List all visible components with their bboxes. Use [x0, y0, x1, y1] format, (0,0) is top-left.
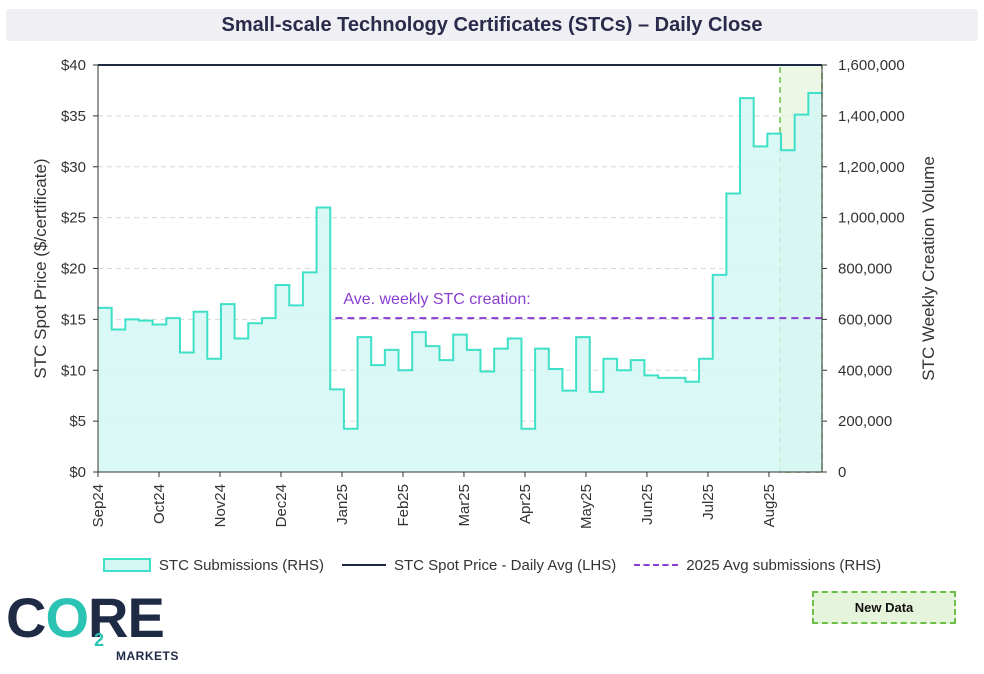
submissions-area — [98, 92, 822, 472]
x-tick-label: Oct24 — [151, 484, 168, 524]
legend-label-avg: 2025 Avg submissions (RHS) — [686, 556, 882, 574]
y2-tick-label: 1,200,000 — [838, 159, 905, 176]
submissions-line — [98, 91, 822, 430]
chart-title-bar: Small-scale Technology Certificates (STC… — [6, 9, 978, 41]
y-axis-title: STC Spot Price ($/certificate) — [31, 158, 50, 378]
y2-tick-label: 800,000 — [838, 261, 892, 278]
logo-markets: MARKETS — [116, 649, 179, 663]
x-tick-label: Aug25 — [761, 484, 778, 527]
logo-subscript: 2 — [94, 630, 105, 650]
x-tick-label: Jul25 — [700, 484, 717, 520]
y2-axis-title: STC Weekly Creation Volume — [919, 156, 938, 381]
legend-item-submissions: STC Submissions (RHS) — [102, 556, 324, 574]
legend-label-spot: STC Spot Price - Daily Avg (LHS) — [393, 556, 617, 574]
legend-label-submissions: STC Submissions (RHS) — [158, 556, 324, 574]
x-tick-label: Dec24 — [273, 484, 290, 527]
y2-tick-label: 400,000 — [838, 362, 892, 379]
chart-svg: $0 $5 $10 $15 $20 $25 $30 $35 $40 0 200,000 400,000… — [31, 57, 938, 529]
legend-item-avg: 2025 Avg submissions (RHS) — [634, 557, 881, 574]
y2-tick-label: 200,000 — [838, 413, 892, 430]
y-tick-label: $5 — [69, 413, 86, 430]
y-tick-label: $0 — [69, 464, 86, 481]
x-tick-label: Feb25 — [395, 484, 412, 527]
logo-wordmark: CORE — [6, 586, 165, 649]
y-tick-label: $10 — [61, 362, 86, 379]
chart-title: Small-scale Technology Certificates (STC… — [221, 13, 763, 36]
legend: STC Submissions (RHS) STC Spot Price - D… — [0, 553, 984, 577]
x-tick-label: Mar25 — [456, 484, 473, 527]
y2-tick-label: 1,600,000 — [838, 57, 905, 74]
y-tick-label: $35 — [61, 108, 86, 125]
y-tick-label: $30 — [61, 159, 86, 176]
y2-tick-label: 1,000,000 — [838, 210, 905, 227]
x-tick-label: Jun25 — [639, 484, 656, 525]
core-markets-logo: CORE 2 MARKETS — [6, 588, 186, 668]
y2-tick-label: 1,400,000 — [838, 108, 905, 125]
x-tick-label: Jan25 — [334, 484, 351, 525]
y2-tick-label: 600,000 — [838, 311, 892, 328]
x-tick-label: May25 — [578, 484, 595, 529]
y-tick-label: $20 — [61, 261, 86, 278]
x-tick-label: Apr25 — [517, 484, 534, 524]
new-data-legend: New Data — [812, 591, 956, 624]
y-tick-label: $40 — [61, 57, 86, 74]
x-tick-label: Sep24 — [90, 484, 107, 527]
x-tick-label: Nov24 — [212, 484, 229, 527]
y2-tick-label: 0 — [838, 464, 846, 481]
y-tick-label: $15 — [61, 311, 86, 328]
legend-swatch-submissions — [102, 558, 151, 572]
y-tick-label: $25 — [61, 210, 86, 227]
legend-item-spot: STC Spot Price - Daily Avg (LHS) — [341, 556, 617, 574]
legend-swatch-avg — [634, 564, 679, 566]
legend-swatch-spot — [341, 564, 386, 566]
new-data-label: New Data — [854, 600, 914, 615]
avg-annotation: Ave. weekly STC creation: — [343, 291, 530, 308]
